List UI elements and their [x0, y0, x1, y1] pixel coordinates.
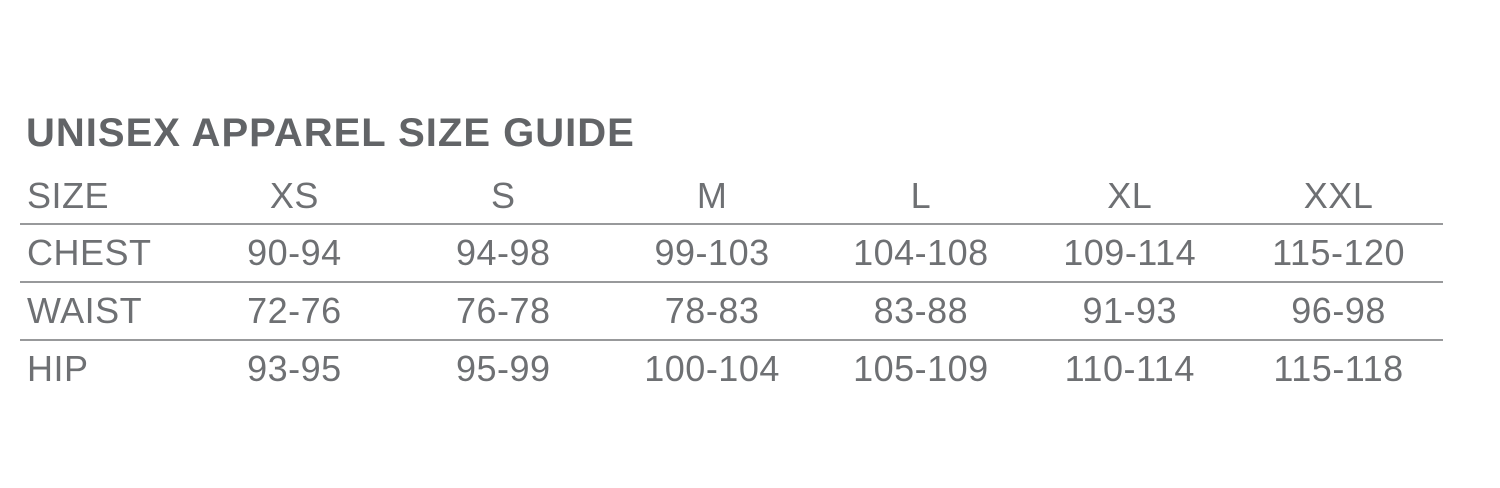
row-label-hip: HIP	[27, 348, 89, 389]
cell-waist-xl: 91-93	[1025, 282, 1235, 341]
cell-hip-s: 95-99	[455, 348, 551, 389]
cell-chest-m: 99-103	[607, 224, 817, 283]
cell-chest-xs: 90-94	[190, 224, 399, 283]
row-label-chest: CHEST	[20, 224, 190, 283]
cell-hip-xxl: 115-118	[1273, 348, 1404, 389]
table-row-chest: CHEST 90-94 94-98 99-103 104-108 109-114…	[20, 224, 1443, 283]
column-header-s: S	[398, 168, 608, 225]
page-title: UNISEX APPAREL SIZE GUIDE	[26, 110, 635, 155]
column-header-size: SIZE	[20, 168, 190, 225]
cell-waist-l: 83-88	[816, 282, 1026, 341]
cell-hip-xs: 93-95	[247, 348, 342, 389]
cell-chest-s: 94-98	[398, 224, 608, 283]
table-row-hip: HIP 93-95 95-99 100-104 105-109 110-114 …	[20, 340, 1443, 397]
size-guide-table: SIZE XS S M L XL XXL CHEST 90-94 94-98 9…	[20, 168, 1443, 397]
cell-waist-m: 78-83	[607, 282, 817, 341]
cell-chest-xl: 109-114	[1025, 224, 1235, 283]
column-header-m: M	[607, 168, 817, 225]
cell-waist-s: 76-78	[398, 282, 608, 341]
cell-hip-xl: 110-114	[1064, 348, 1195, 389]
row-label-waist: WAIST	[20, 282, 190, 341]
cell-hip-m: 100-104	[644, 348, 780, 389]
column-header-xl: XL	[1025, 168, 1235, 225]
table-row-waist: WAIST 72-76 76-78 78-83 83-88 91-93 96-9…	[20, 282, 1443, 341]
column-header-l: L	[816, 168, 1026, 225]
column-header-xs: XS	[190, 168, 399, 225]
cell-chest-l: 104-108	[816, 224, 1026, 283]
cell-chest-xxl: 115-120	[1234, 224, 1443, 283]
column-header-xxl: XXL	[1234, 168, 1443, 225]
size-guide-header-row: SIZE XS S M L XL XXL	[20, 168, 1443, 225]
cell-waist-xxl: 96-98	[1234, 282, 1443, 341]
cell-hip-l: 105-109	[853, 348, 989, 389]
cell-waist-xs: 72-76	[190, 282, 399, 341]
